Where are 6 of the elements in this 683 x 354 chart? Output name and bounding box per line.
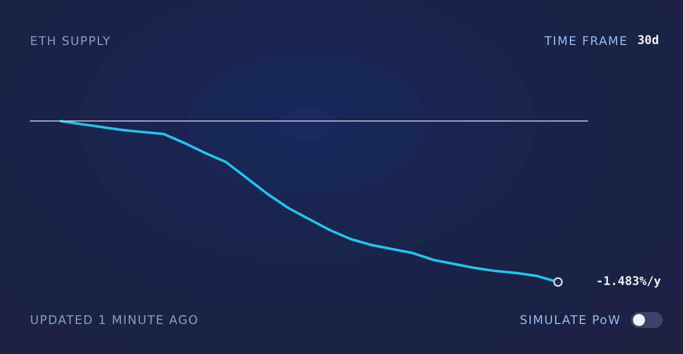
- text: TIME FRAME: [544, 34, 628, 48]
- chart-title: ETH SUPPLY: [30, 34, 112, 48]
- text: SIMULATE PoW: [520, 313, 621, 327]
- text: UPDATED 1 MINUTE AGO: [30, 313, 199, 327]
- text: 30d: [637, 33, 659, 47]
- text: -1.483%/y: [596, 274, 662, 288]
